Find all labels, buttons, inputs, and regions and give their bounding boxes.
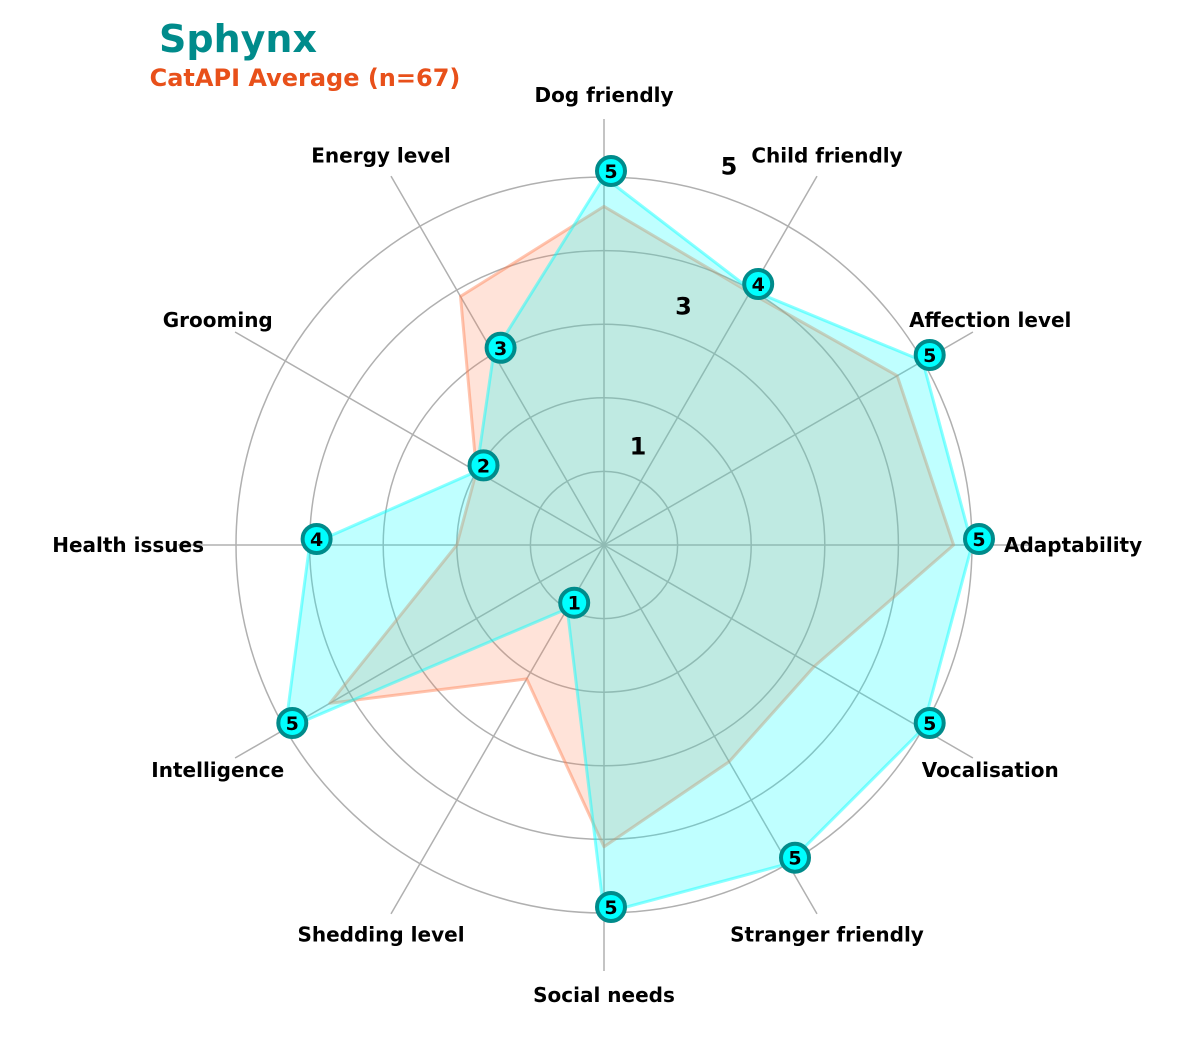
ring-label-3: 3 <box>675 292 692 320</box>
data-label-11: 5 <box>788 848 801 870</box>
data-label-3: 4 <box>752 274 765 296</box>
axis-label-12: Vocalisation <box>922 758 1059 782</box>
data-point-6 <box>467 449 500 482</box>
axis-label-2: Affection level <box>909 308 1071 332</box>
ring-labels: 1 3 5 <box>630 152 738 460</box>
data-point-7 <box>300 523 333 555</box>
grid-spoke-6 <box>234 331 605 546</box>
data-label-7: 4 <box>310 529 323 551</box>
data-point-3 <box>742 268 775 301</box>
radar-markers: 5 5 4 5 3 2 4 5 1 5 5 5 <box>276 155 995 923</box>
axis-label-4: Dog friendly <box>534 83 673 107</box>
radar-series <box>283 175 974 915</box>
ring-label-5: 5 <box>721 152 738 180</box>
data-label-10: 5 <box>604 897 617 919</box>
axis-label-9: Shedding level <box>297 923 464 947</box>
data-label-6: 2 <box>477 455 490 477</box>
axis-label-5: Energy level <box>311 143 451 167</box>
data-point-11 <box>779 841 811 874</box>
data-point-8 <box>276 707 309 739</box>
axis-label-6: Grooming <box>163 308 273 332</box>
data-point-1 <box>963 523 995 555</box>
chart-subtitle: CatAPI Average (n=67) <box>150 64 461 92</box>
axis-label-8: Intelligence <box>151 758 284 782</box>
data-point-9 <box>558 586 591 619</box>
axis-label-3: Child friendly <box>751 143 902 167</box>
data-label-2: 5 <box>923 345 936 367</box>
data-label-5: 3 <box>494 338 507 360</box>
data-label-4: 5 <box>604 161 617 183</box>
data-label-8: 5 <box>286 713 299 735</box>
ring-label-1: 1 <box>630 432 647 460</box>
data-label-1: 5 <box>972 529 985 551</box>
axis-label-1: Adaptability <box>1004 533 1142 557</box>
axis-label-10: Social needs <box>533 983 675 1007</box>
data-point-4 <box>595 155 627 187</box>
grid-spoke-2 <box>603 331 974 546</box>
grid-spoke-3 <box>603 175 818 546</box>
data-point-2 <box>913 339 946 371</box>
grid-spoke-12 <box>603 544 974 759</box>
axis-label-11: Stranger friendly <box>730 923 924 947</box>
data-point-10 <box>595 891 627 923</box>
data-label-12: 5 <box>923 713 936 735</box>
chart-title: Sphynx <box>159 17 317 61</box>
data-point-5 <box>484 331 517 364</box>
axis-label-7: Health issues <box>52 533 204 557</box>
axis-labels: Adaptability Affection level Child friendl… <box>52 83 1142 1007</box>
data-point-12 <box>913 707 946 739</box>
data-label-9: 1 <box>568 593 581 615</box>
series-area-1 <box>283 175 974 915</box>
